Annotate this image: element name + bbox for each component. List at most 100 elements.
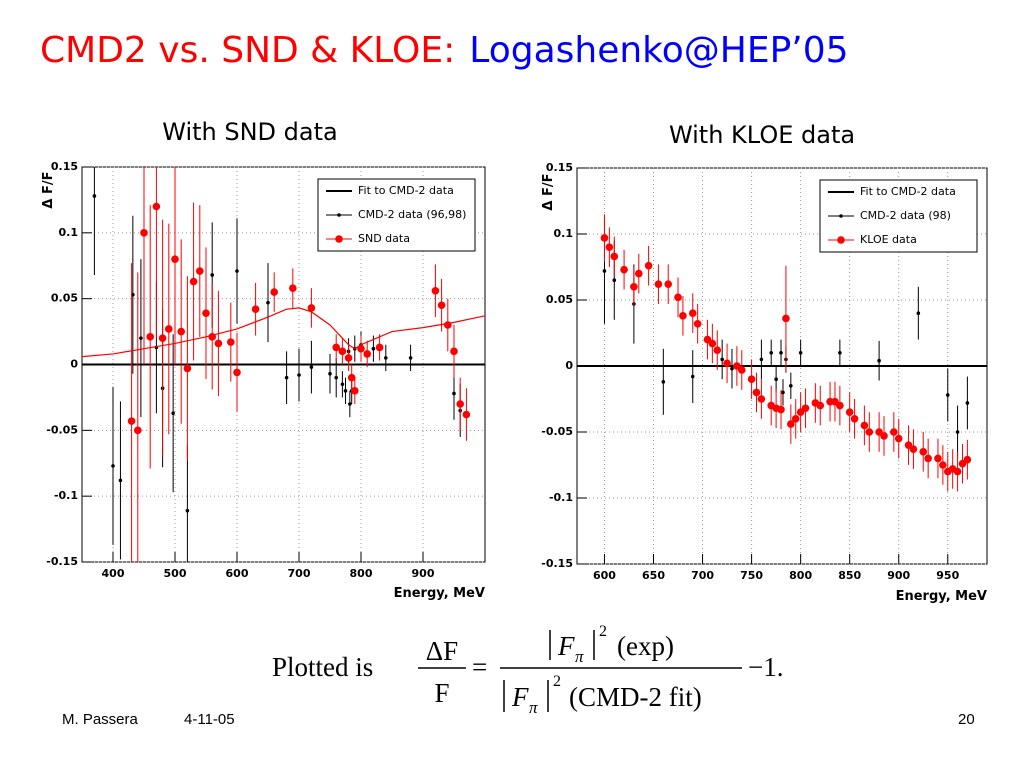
data-point [431, 286, 440, 295]
data-point [384, 356, 388, 360]
data-point [158, 334, 167, 342]
data-point [183, 364, 192, 373]
x-tick-label: 700 [691, 569, 714, 582]
formula-tail: −1. [748, 652, 783, 682]
legend-marker [337, 213, 341, 217]
data-point [654, 280, 663, 288]
data-point [747, 375, 756, 384]
data-point [963, 455, 972, 464]
data-point [953, 467, 962, 476]
data-point [328, 371, 332, 376]
data-point [347, 373, 356, 382]
formula-f: F [434, 678, 449, 708]
data-point [945, 393, 950, 397]
data-point [289, 284, 297, 292]
data-point [351, 387, 359, 395]
data-point [185, 508, 190, 513]
formula-den-tail: (CMD-2 fit) [569, 682, 702, 712]
data-point [713, 346, 722, 354]
data-point [939, 461, 947, 469]
data-point [284, 375, 289, 380]
legend-marker [839, 214, 843, 218]
data-point [605, 243, 614, 251]
data-point [782, 314, 790, 323]
x-tick-label: 850 [838, 569, 861, 582]
data-point [146, 333, 154, 341]
data-point [266, 300, 270, 305]
data-point [679, 312, 687, 320]
data-point [752, 388, 761, 397]
data-point [600, 234, 609, 242]
footer-date: 4-11-05 [184, 711, 235, 728]
plot-area [82, 167, 485, 562]
legend-label: CMD-2 data (98) [860, 209, 951, 222]
data-point [894, 434, 903, 443]
x-tick-label: 800 [789, 569, 812, 582]
y-tick-label: 0.1 [554, 227, 574, 240]
data-point [850, 415, 859, 423]
y-tick-label: -0.05 [46, 423, 78, 436]
legend: Fit to CMD-2 data CMD-2 data (96,98) SND d… [317, 178, 476, 252]
data-point [779, 351, 783, 355]
y-tick-label: 0.1 [59, 226, 79, 239]
data-point [270, 288, 279, 296]
data-point [634, 269, 643, 278]
data-point [348, 402, 352, 406]
data-point [688, 309, 697, 318]
data-point [235, 269, 239, 273]
data-point [801, 404, 810, 413]
legend-marker [335, 235, 343, 243]
data-point [916, 311, 921, 316]
y-tick-label: -0.1 [54, 489, 78, 502]
legend-label: Fit to CMD-2 data [358, 184, 454, 197]
data-point [730, 366, 734, 371]
data-point [757, 395, 766, 403]
data-point [189, 277, 198, 286]
formula-f: F [557, 631, 575, 661]
y-tick-label: 0.05 [51, 292, 78, 305]
data-point [111, 464, 115, 468]
data-point [777, 405, 785, 414]
data-point [118, 478, 123, 483]
legend-label: KLOE data [860, 233, 917, 246]
data-point [836, 401, 844, 410]
y-tick-label: 0 [70, 358, 78, 371]
data-point [865, 428, 874, 436]
formula-lead: Plotted is [272, 652, 373, 682]
series-line [82, 307, 485, 358]
data-point [371, 346, 376, 351]
data-point [880, 432, 888, 440]
data-point [612, 278, 617, 283]
y-tick-label: 0.15 [51, 160, 78, 173]
data-point [210, 273, 214, 277]
data-point [610, 252, 619, 261]
data-point [140, 229, 148, 237]
title-source: Logashenko@HEP’05 [469, 30, 848, 71]
legend-marker [837, 236, 845, 244]
formula: Plotted is ΔF F = F π 2 (exp) F π 2 (CMD… [272, 623, 783, 717]
x-tick-label: 600 [593, 569, 616, 582]
formula-num-tail: (exp) [617, 631, 674, 661]
data-point [690, 374, 695, 379]
chart-subtitle: With SND data [162, 118, 337, 146]
legend-label: SND data [358, 232, 410, 245]
chart: With KLOE data Δ F/F Energy, MeV 0.15 0.1 0.0… [541, 121, 988, 604]
data-point [774, 377, 778, 382]
data-point [456, 400, 465, 408]
formula-pi: π [575, 647, 584, 666]
data-point [165, 325, 173, 333]
data-point [877, 358, 881, 363]
legend-label: CMD-2 data (96,98) [358, 208, 466, 221]
plot-area [577, 214, 987, 492]
data-point [781, 390, 785, 395]
x-tick-label: 650 [642, 569, 665, 582]
x-axis-label: Energy, MeV [896, 589, 987, 604]
x-tick-label: 950 [936, 569, 959, 582]
y-tick-label: -0.1 [549, 491, 573, 504]
formula-equals: = [472, 652, 487, 682]
y-tick-label: -0.15 [541, 557, 573, 570]
data-point [664, 280, 673, 288]
y-tick-label: 0.05 [546, 293, 573, 306]
data-point [177, 327, 185, 336]
